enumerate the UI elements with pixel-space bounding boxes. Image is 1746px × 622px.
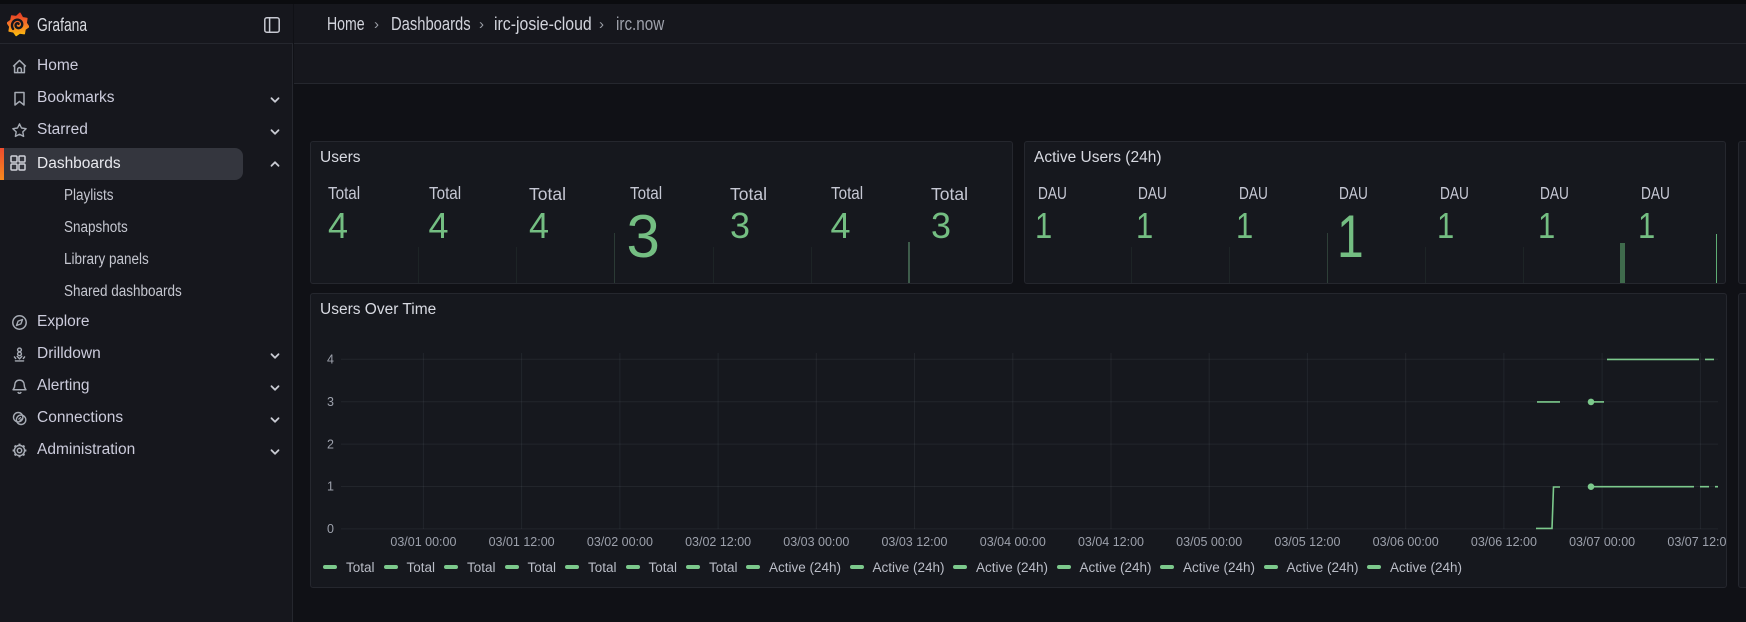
- svg-text:3: 3: [327, 395, 334, 409]
- svg-text:03/02 00:00: 03/02 00:00: [587, 535, 653, 549]
- svg-text:2: 2: [327, 437, 334, 451]
- svg-text:03/04 00:00: 03/04 00:00: [980, 535, 1046, 549]
- svg-text:03/06 12:00: 03/06 12:00: [1471, 535, 1537, 549]
- svg-text:03/03 12:00: 03/03 12:00: [881, 535, 947, 549]
- svg-text:1: 1: [327, 480, 334, 494]
- svg-text:03/03 00:00: 03/03 00:00: [783, 535, 849, 549]
- svg-text:03/04 12:00: 03/04 12:00: [1078, 535, 1144, 549]
- svg-text:0: 0: [327, 522, 334, 536]
- svg-text:03/01 12:00: 03/01 12:00: [489, 535, 555, 549]
- svg-text:03/07 00:00: 03/07 00:00: [1569, 535, 1635, 549]
- svg-text:4: 4: [327, 353, 334, 367]
- svg-text:03/05 00:00: 03/05 00:00: [1176, 535, 1242, 549]
- svg-text:03/05 12:00: 03/05 12:00: [1274, 535, 1340, 549]
- svg-text:03/07 12:00: 03/07 12:00: [1667, 535, 1727, 549]
- svg-text:03/02 12:00: 03/02 12:00: [685, 535, 751, 549]
- svg-text:03/06 00:00: 03/06 00:00: [1373, 535, 1439, 549]
- svg-text:03/01 00:00: 03/01 00:00: [390, 535, 456, 549]
